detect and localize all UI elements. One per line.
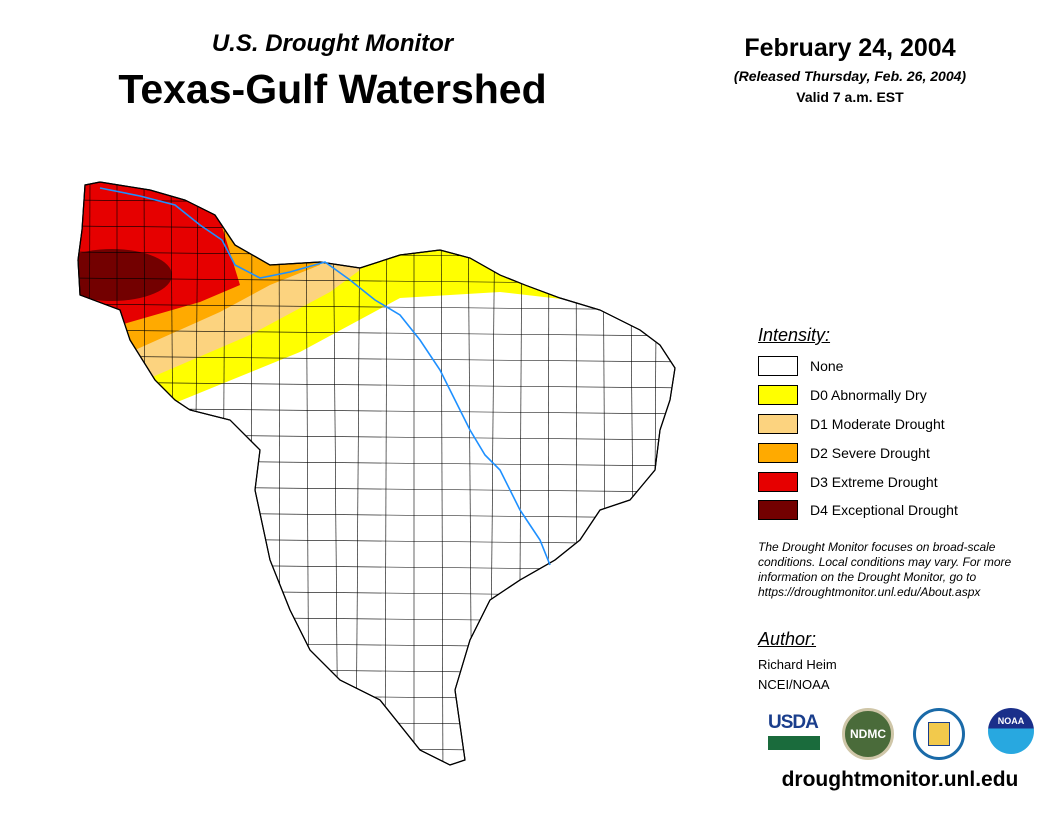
noaa-logo: NOAA: [988, 708, 1034, 754]
footer-url[interactable]: droughtmonitor.unl.edu: [781, 768, 1019, 791]
author-name: Richard Heim: [758, 657, 837, 672]
legend-swatch: [758, 385, 798, 405]
map-subtitle: U.S. Drought Monitor: [211, 30, 454, 57]
county-line: [384, 182, 388, 765]
legend-label: D4 Exceptional Drought: [810, 502, 958, 518]
usda-logo: USDA: [768, 712, 820, 750]
legend-item-d2: D2 Severe Drought: [758, 442, 930, 464]
map-date: February 24, 2004: [744, 34, 956, 62]
legend-label: D0 Abnormally Dry: [810, 387, 927, 403]
legend-label: D1 Moderate Drought: [810, 416, 945, 432]
map-title: Texas-Gulf Watershed: [118, 66, 547, 112]
commerce-seal-icon: [913, 708, 965, 760]
release-date: (Released Thursday, Feb. 26, 2004): [733, 68, 967, 84]
legend-item-d0: D0 Abnormally Dry: [758, 384, 927, 406]
noaa-logo-text: NOAA: [997, 716, 1025, 726]
county-line: [70, 772, 690, 778]
legend-item-d4: D4 Exceptional Drought: [758, 499, 958, 521]
county-line: [78, 329, 675, 337]
county-line: [78, 381, 675, 389]
legend-label: None: [810, 358, 844, 374]
county-line: [78, 303, 675, 311]
legend-label: D3 Extreme Drought: [810, 474, 938, 490]
legend-swatch: [758, 472, 798, 492]
legend-title: Intensity:: [758, 325, 831, 345]
county-line: [440, 182, 444, 765]
legend-swatch: [758, 500, 798, 520]
county-line: [78, 355, 675, 363]
legend-item-d1: D1 Moderate Drought: [758, 413, 945, 435]
legend-item-none: None: [758, 355, 843, 377]
county-line: [355, 182, 361, 765]
county-line: [78, 719, 675, 727]
disclaimer-note: The Drought Monitor focuses on broad-sca…: [758, 540, 1012, 599]
valid-time: Valid 7 a.m. EST: [796, 89, 904, 105]
county-line: [652, 182, 658, 765]
legend-swatch: [758, 414, 798, 434]
legend-swatch: [758, 443, 798, 463]
legend-swatch: [758, 356, 798, 376]
watershed-map: [0, 0, 740, 816]
county-line: [78, 745, 675, 753]
watershed-outline: [77, 181, 676, 766]
river: [99, 187, 551, 566]
usda-logo-text: USDA: [768, 712, 819, 733]
d4-area: [78, 249, 172, 301]
author-org: NCEI/NOAA: [758, 677, 830, 692]
none-area: [0, 0, 740, 816]
legend-label: D2 Severe Drought: [810, 445, 930, 461]
ndmc-logo-text: NDMC: [850, 727, 886, 741]
legend-item-d3: D3 Extreme Drought: [758, 471, 938, 493]
ndmc-logo: NDMC: [842, 708, 894, 760]
author-title: Author:: [758, 629, 817, 649]
